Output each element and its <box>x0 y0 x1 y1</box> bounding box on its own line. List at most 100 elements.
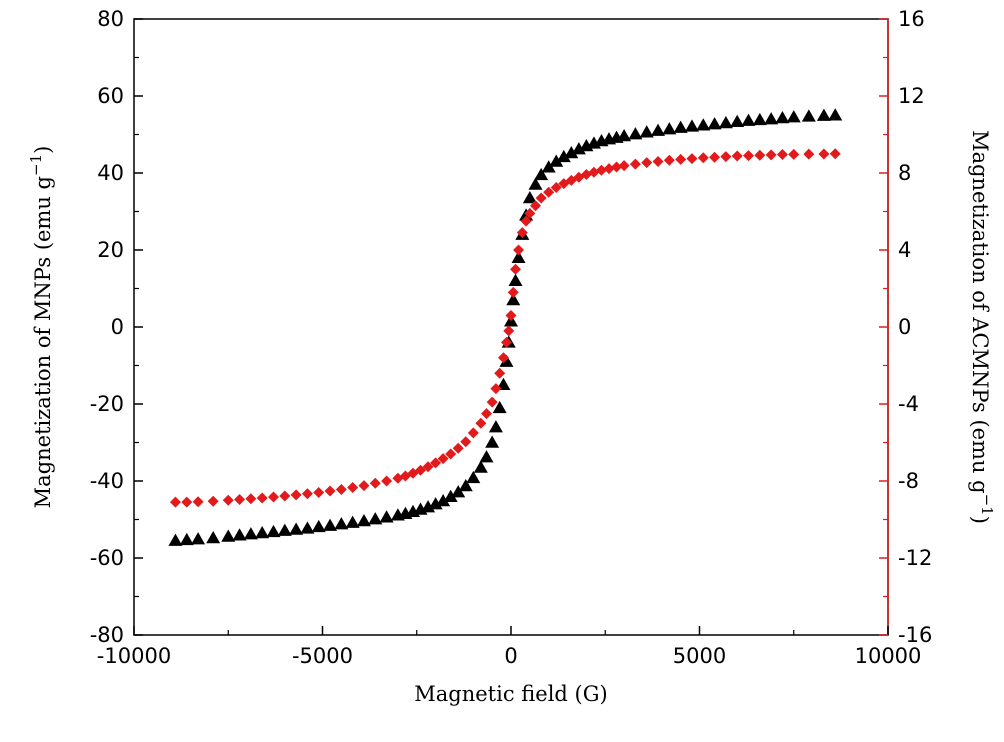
data-point-diamond <box>480 408 492 420</box>
data-point-triangle <box>428 497 443 510</box>
data-point-triangle <box>492 400 507 414</box>
data-point-triangle <box>179 532 194 546</box>
y-left-tick-label: 20 <box>97 238 124 262</box>
data-point-diamond <box>776 149 788 161</box>
data-point-diamond <box>169 496 181 508</box>
data-point-triangle <box>191 532 206 545</box>
data-point-triangle <box>323 518 338 531</box>
data-point-diamond <box>513 244 525 256</box>
tick-labels: -10000 -5000 0 5000 10000-80-60-40-200204060… <box>90 7 933 668</box>
data-point-triangle <box>571 142 586 155</box>
data-point-diamond <box>256 492 268 504</box>
data-point-triangle <box>764 112 779 125</box>
data-point-diamond <box>818 148 830 160</box>
series-triangle <box>168 108 843 546</box>
data-point-triangle <box>168 533 183 546</box>
data-point-diamond <box>686 153 698 165</box>
data-point-triangle <box>506 293 521 306</box>
x-tick-label: -10000 <box>97 644 171 668</box>
data-point-diamond <box>497 352 509 364</box>
data-point-triangle <box>488 420 503 433</box>
data-point-triangle <box>451 485 466 498</box>
x-tick-label: 10000 <box>855 644 922 668</box>
data-point-diamond <box>743 150 755 162</box>
data-point-triangle <box>801 109 816 122</box>
data-point-diamond <box>697 152 709 164</box>
data-point-triangle <box>499 354 514 367</box>
series-layer <box>168 108 843 546</box>
data-point-triangle <box>266 524 281 538</box>
data-point-diamond <box>445 448 457 460</box>
data-point-triangle <box>311 519 326 533</box>
x-tick-label: 0 <box>504 644 517 668</box>
data-point-diamond <box>829 148 841 160</box>
data-point-triangle <box>255 525 270 539</box>
data-point-diamond <box>494 367 506 379</box>
y-axis-title-left-close: ) <box>31 146 55 154</box>
data-point-triangle <box>356 514 371 527</box>
data-point-triangle <box>300 521 315 534</box>
data-point-triangle <box>466 470 481 484</box>
y-left-tick-label: -40 <box>90 469 124 493</box>
y-left-tick-label: 80 <box>97 7 124 31</box>
y-axis-title-right-close: ) <box>968 516 992 524</box>
data-point-triangle <box>541 160 556 173</box>
x-axis-title: Magnetic field (G) <box>414 682 607 706</box>
data-point-diamond <box>505 309 517 321</box>
y-axis-title-left-superscript: −1 <box>27 154 45 176</box>
y-right-tick-label: -12 <box>898 546 932 570</box>
data-point-diamond <box>207 495 219 507</box>
data-point-diamond <box>490 383 502 395</box>
data-point-diamond <box>486 396 498 408</box>
data-point-diamond <box>245 493 257 505</box>
y-right-tick-label: 4 <box>898 238 911 262</box>
data-point-diamond <box>530 200 542 212</box>
y-right-tick-label: 12 <box>898 84 925 108</box>
data-point-diamond <box>641 157 653 169</box>
data-point-triangle <box>436 494 451 507</box>
data-point-triangle <box>508 273 523 287</box>
y-left-tick-label: -60 <box>90 546 124 570</box>
data-point-diamond <box>516 227 528 239</box>
data-point-diamond <box>267 491 279 503</box>
data-point-diamond <box>595 164 607 176</box>
data-point-triangle <box>334 517 349 530</box>
data-point-triangle <box>379 510 394 523</box>
y-left-tick-label: 60 <box>97 84 124 108</box>
data-point-triangle <box>289 522 304 535</box>
data-point-triangle <box>534 167 549 181</box>
data-point-diamond <box>550 181 562 193</box>
data-point-diamond <box>475 417 487 429</box>
y-right-tick-label: -16 <box>898 623 932 647</box>
data-point-triangle <box>628 127 643 140</box>
data-point-diamond <box>460 436 472 448</box>
data-point-triangle <box>485 435 500 448</box>
x-tick-label: -5000 <box>292 644 353 668</box>
y-axis-title-right-superscript: −1 <box>978 494 996 516</box>
data-point-diamond <box>301 488 313 500</box>
data-point-triangle <box>684 119 699 132</box>
data-point-diamond <box>415 464 427 476</box>
y-left-tick-label: 0 <box>111 315 124 339</box>
data-point-diamond <box>603 163 615 175</box>
data-point-diamond <box>369 477 381 489</box>
data-point-triangle <box>741 113 756 126</box>
data-point-triangle <box>221 529 236 542</box>
data-point-diamond <box>313 487 325 499</box>
data-point-triangle <box>617 129 632 142</box>
data-point-diamond <box>543 186 555 198</box>
x-tick-label: 5000 <box>673 644 726 668</box>
y-axis-title-left: Magnetization of MNPs (emu g−1) <box>27 146 55 509</box>
data-point-triangle <box>232 528 247 541</box>
data-point-diamond <box>500 336 512 348</box>
data-point-diamond <box>290 489 302 501</box>
data-point-diamond <box>335 483 347 495</box>
y-right-tick-label: -8 <box>898 469 919 493</box>
data-point-triangle <box>479 450 494 463</box>
data-point-triangle <box>511 250 526 263</box>
y-right-tick-label: 0 <box>898 315 911 339</box>
data-point-triangle <box>775 110 790 124</box>
y-right-tick-label: -4 <box>898 392 919 416</box>
data-point-diamond <box>507 286 519 298</box>
